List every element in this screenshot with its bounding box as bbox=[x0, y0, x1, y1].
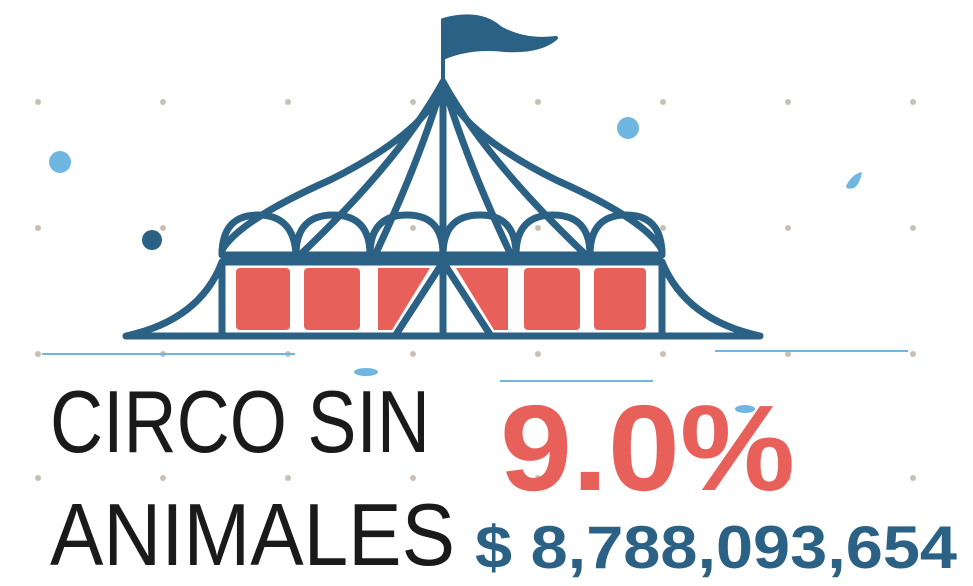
dot bbox=[35, 351, 41, 357]
dot bbox=[160, 99, 166, 105]
dot bbox=[410, 351, 416, 357]
dot bbox=[35, 475, 41, 481]
dot bbox=[785, 225, 791, 231]
title-line: CIRCO SIN bbox=[50, 372, 430, 471]
dot bbox=[35, 225, 41, 231]
dot bbox=[535, 225, 541, 231]
dot bbox=[35, 99, 41, 105]
dot bbox=[660, 225, 666, 231]
amount: $ 8,788,093,654 bbox=[475, 514, 958, 581]
page: CIRCO SIN ANIMALES 9.0% $ 8,788,093,654 … bbox=[0, 0, 973, 586]
dot bbox=[160, 475, 166, 481]
dot bbox=[285, 475, 291, 481]
dot bbox=[660, 99, 666, 105]
dot bbox=[410, 99, 416, 105]
infographic: CIRCO SIN ANIMALES 9.0% $ 8,788,093,654 bbox=[0, 0, 973, 586]
dot bbox=[160, 225, 166, 231]
dot bbox=[285, 99, 291, 105]
dot bbox=[785, 99, 791, 105]
dot bbox=[410, 225, 416, 231]
dot bbox=[910, 351, 916, 357]
dot bbox=[910, 225, 916, 231]
title-line: ANIMALES bbox=[50, 485, 455, 584]
dot bbox=[535, 351, 541, 357]
tent-icon bbox=[126, 16, 760, 336]
percentage: 9.0% bbox=[500, 380, 795, 516]
dot bbox=[910, 475, 916, 481]
dot bbox=[660, 351, 666, 357]
dot bbox=[410, 475, 416, 481]
dot bbox=[535, 99, 541, 105]
dot bbox=[910, 99, 916, 105]
